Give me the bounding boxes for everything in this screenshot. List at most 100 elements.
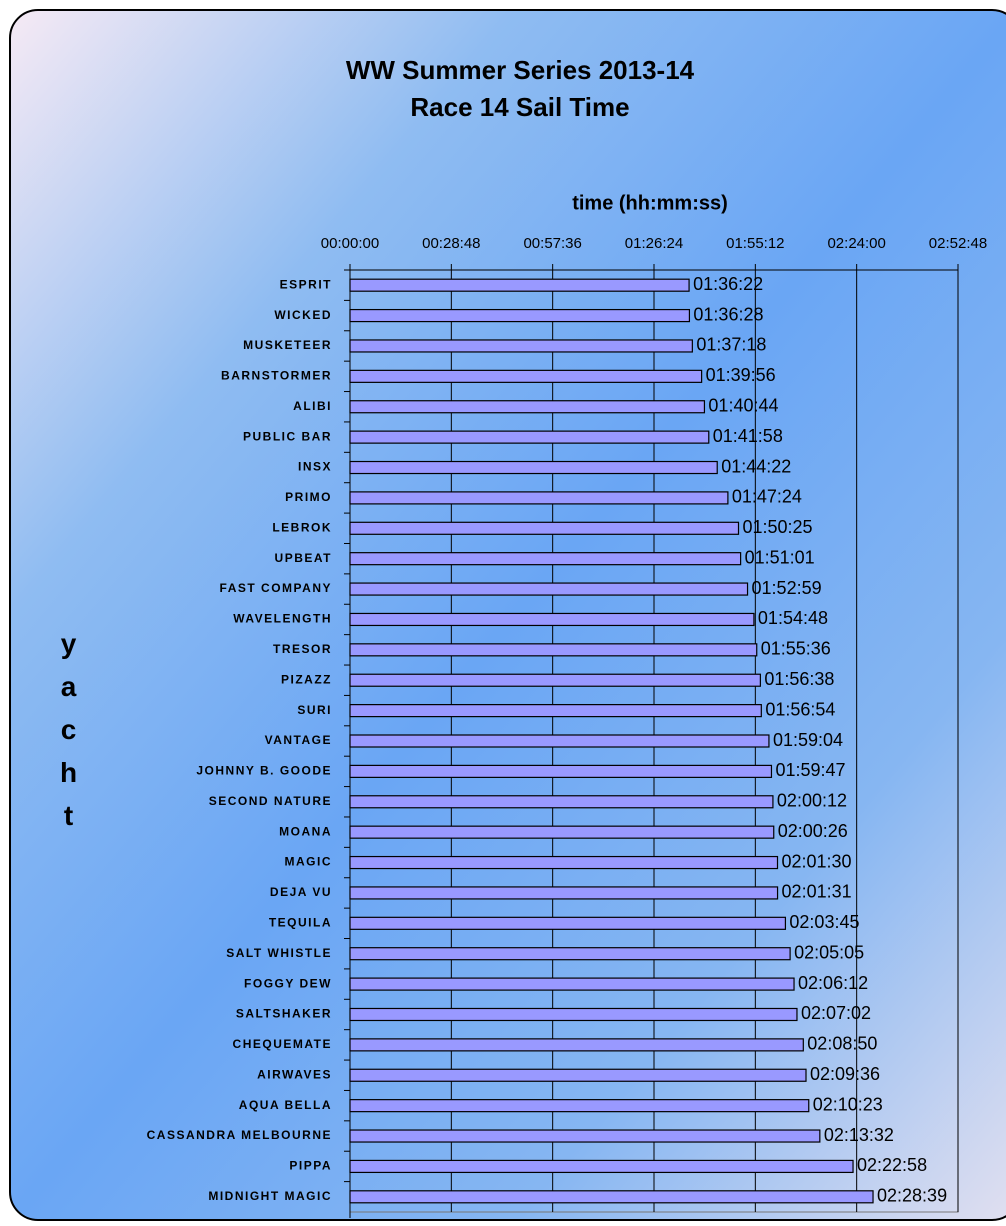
bar <box>349 278 690 292</box>
bar <box>349 491 729 505</box>
y-tick-label: DEJA VU <box>270 885 332 899</box>
value-label: 02:22:58 <box>857 1155 927 1175</box>
y-tick-label: MIDNIGHT MAGIC <box>208 1189 332 1203</box>
y-tick-label: MAGIC <box>285 855 333 869</box>
value-label: 01:36:28 <box>693 304 763 324</box>
value-label: 02:00:12 <box>777 791 847 811</box>
chart-subtitle: Race 14 Sail Time <box>410 92 629 122</box>
value-label: 01:44:22 <box>721 456 791 476</box>
bar <box>349 734 770 748</box>
value-label: 02:10:23 <box>813 1094 883 1114</box>
x-tick-label: 01:55:12 <box>726 235 784 252</box>
bar <box>349 1099 810 1113</box>
bar <box>349 400 706 414</box>
y-tick-label: ESPRIT <box>280 277 332 291</box>
bar <box>349 308 691 323</box>
value-label: 01:56:54 <box>765 699 835 719</box>
bar <box>349 1129 821 1143</box>
value-label: 01:41:58 <box>713 426 783 446</box>
bar <box>349 643 758 657</box>
bar <box>349 795 774 809</box>
value-label: 01:59:47 <box>775 760 845 780</box>
y-axis-title: yacht <box>53 628 84 843</box>
value-label: 01:56:38 <box>764 669 834 689</box>
y-tick-label: AIRWAVES <box>257 1067 332 1081</box>
x-tick-label: 01:26:24 <box>625 235 683 252</box>
bar <box>349 582 749 596</box>
value-label: 01:37:18 <box>696 335 766 355</box>
value-label: 01:39:56 <box>706 365 776 385</box>
y-tick-label: SECOND NATURE <box>209 794 332 808</box>
bar <box>349 552 742 566</box>
value-label: 01:47:24 <box>732 487 802 507</box>
bar <box>349 1159 854 1174</box>
y-tick-label: VANTAGE <box>265 733 332 747</box>
bar <box>349 460 718 475</box>
y-tick-label: TRESOR <box>273 642 332 656</box>
y-tick-label: PIPPA <box>289 1159 332 1173</box>
bar <box>349 977 795 991</box>
bar <box>349 947 791 961</box>
bar <box>349 704 762 718</box>
value-label: 02:06:12 <box>798 973 868 993</box>
y-tick-label: JOHNNY B. GOODE <box>196 764 332 778</box>
y-tick-label: TEQUILA <box>269 915 332 929</box>
y-tick-label: PIZAZZ <box>281 672 332 686</box>
value-label: 02:00:26 <box>778 821 848 841</box>
x-axis-title: time (hh:mm:ss) <box>572 192 728 214</box>
value-label: 01:54:48 <box>758 608 828 628</box>
x-tick-label: 00:00:00 <box>321 235 379 252</box>
bar <box>349 764 773 778</box>
y-tick-label: ALIBI <box>293 399 332 413</box>
bar <box>349 916 787 930</box>
value-label: 02:09:36 <box>810 1064 880 1084</box>
y-tick-label: SURI <box>297 703 332 717</box>
bar <box>349 1068 807 1082</box>
value-label: 02:07:02 <box>801 1003 871 1023</box>
x-tick-label: 02:24:00 <box>827 235 885 252</box>
y-tick-label: WAVELENGTH <box>233 612 332 626</box>
value-label: 02:08:50 <box>807 1034 877 1054</box>
y-tick-label: AQUA BELLA <box>239 1098 332 1112</box>
y-tick-label: INSX <box>298 460 332 474</box>
bar <box>349 673 761 687</box>
bar <box>349 825 775 839</box>
x-tick-label: 00:28:48 <box>422 235 480 252</box>
y-tick-label: SALT WHISTLE <box>226 946 332 960</box>
bar <box>349 1190 874 1204</box>
value-label: 01:50:25 <box>743 517 813 537</box>
value-label: 01:51:01 <box>745 547 815 567</box>
y-tick-label: LEBROK <box>272 520 332 534</box>
chart-title: WW Summer Series 2013-14 <box>346 55 695 85</box>
value-label: 02:28:39 <box>877 1186 947 1206</box>
y-tick-label: MUSKETEER <box>243 338 332 352</box>
y-tick-label: PRIMO <box>285 490 332 504</box>
x-tick-label: 00:57:36 <box>523 235 581 252</box>
value-label: 01:55:36 <box>761 639 831 659</box>
bar <box>349 1038 804 1052</box>
y-tick-label: MOANA <box>279 824 332 838</box>
bar <box>349 369 703 383</box>
value-label: 02:01:30 <box>782 851 852 871</box>
y-tick-label: FAST COMPANY <box>220 581 332 595</box>
y-tick-label: WICKED <box>274 308 332 322</box>
y-tick-label: SALTSHAKER <box>236 1007 332 1021</box>
value-label: 01:40:44 <box>708 395 778 415</box>
bar <box>349 886 779 900</box>
x-tick-label: 02:52:48 <box>929 235 987 252</box>
bar <box>349 1007 798 1022</box>
y-tick-label: CHEQUEMATE <box>233 1037 332 1051</box>
value-label: 02:03:45 <box>789 912 859 932</box>
y-tick-label: FOGGY DEW <box>244 976 332 990</box>
value-label: 01:36:22 <box>693 274 763 294</box>
value-label: 02:13:32 <box>824 1125 894 1145</box>
bar <box>349 339 693 353</box>
bar <box>349 612 755 627</box>
y-tick-label: PUBLIC BAR <box>243 429 332 443</box>
y-tick-label: CASSANDRA MELBOURNE <box>147 1128 332 1142</box>
value-label: 01:52:59 <box>752 578 822 598</box>
value-label: 02:01:31 <box>782 882 852 902</box>
y-tick-label: BARNSTORMER <box>221 369 332 383</box>
bar <box>349 521 740 535</box>
